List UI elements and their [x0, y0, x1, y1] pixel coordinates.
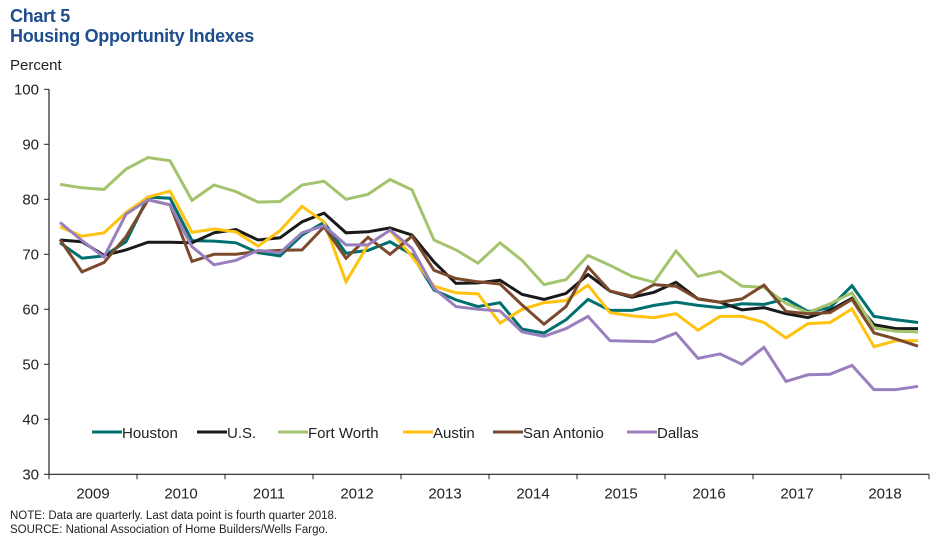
x-tick-label: 2009: [76, 485, 109, 502]
x-tick-label: 2018: [868, 485, 901, 502]
legend-label-dallas: Dallas: [657, 425, 699, 442]
line-chart: 30 40 50 60 70 80 90 100 2009 2010 2011 2012 2013 201…: [14, 81, 930, 502]
x-tick-label: 2012: [340, 485, 373, 502]
legend-label-houston: Houston: [122, 425, 178, 442]
x-tick-label: 2015: [604, 485, 637, 502]
series-line-austin: [59, 189, 918, 349]
y-tick-label: 50: [22, 356, 39, 373]
legend-label-fort-worth: Fort Worth: [308, 425, 379, 442]
y-tick-label: 80: [22, 191, 39, 208]
x-tick-label: 2016: [692, 485, 725, 502]
x-tick-label: 2011: [253, 485, 285, 502]
legend: Houston U.S. Fort Worth Austin San Antonio Da…: [92, 425, 699, 442]
series-line-fort-worth: [59, 155, 919, 334]
y-tick-label: 60: [22, 301, 39, 318]
x-tick-label: 2017: [780, 485, 813, 502]
series-line-dallas: [59, 198, 919, 392]
series-line-san-antonio: [58, 198, 919, 348]
legend-label-u-s: U.S.: [227, 425, 256, 442]
legend-label-san-antonio: San Antonio: [523, 425, 604, 442]
footnote-note: NOTE: Data are quarterly. Last data poin…: [10, 510, 338, 522]
legend-label-austin: Austin: [433, 425, 475, 442]
y-axis-label: Percent: [10, 57, 62, 74]
y-tick-label: 40: [22, 411, 39, 428]
footnote-source: SOURCE: National Association of Home Bui…: [10, 524, 329, 536]
y-tick-label: 30: [22, 466, 39, 483]
chart-title: Housing Opportunity Indexes: [10, 26, 254, 46]
y-tick-label: 90: [22, 136, 39, 153]
x-tick-label: 2014: [516, 485, 549, 502]
x-tick-label: 2013: [428, 485, 461, 502]
x-tick-label: 2010: [164, 485, 197, 502]
axes: 30 40 50 60 70 80 90 100 2009 2010 2011 2012 2013 201…: [14, 81, 930, 502]
chart-number: Chart 5: [10, 6, 70, 26]
series-lines: [58, 155, 919, 392]
y-tick-label: 70: [22, 246, 39, 263]
series-line-houston: [59, 195, 919, 335]
y-tick-label: 100: [14, 81, 39, 98]
